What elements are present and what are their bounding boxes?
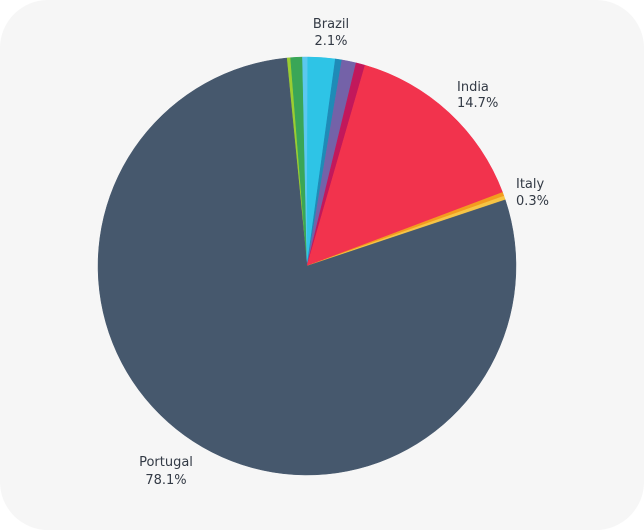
pie-slice-india	[306, 64, 503, 267]
slice-value-brazil: 2.1%	[314, 34, 347, 49]
slice-value-india: 14.7%	[457, 96, 498, 111]
slice-value-italy: 0.3%	[516, 194, 549, 209]
slice-value-portugal: 78.1%	[145, 473, 186, 488]
slice-label-italy: Italy	[516, 177, 545, 192]
pie-slice-portugal	[97, 57, 517, 476]
slice-label-brazil: Brazil	[313, 17, 349, 32]
slice-label-india: India	[457, 80, 489, 95]
slice-label-portugal: Portugal	[139, 455, 193, 470]
pie-slices	[97, 56, 517, 476]
